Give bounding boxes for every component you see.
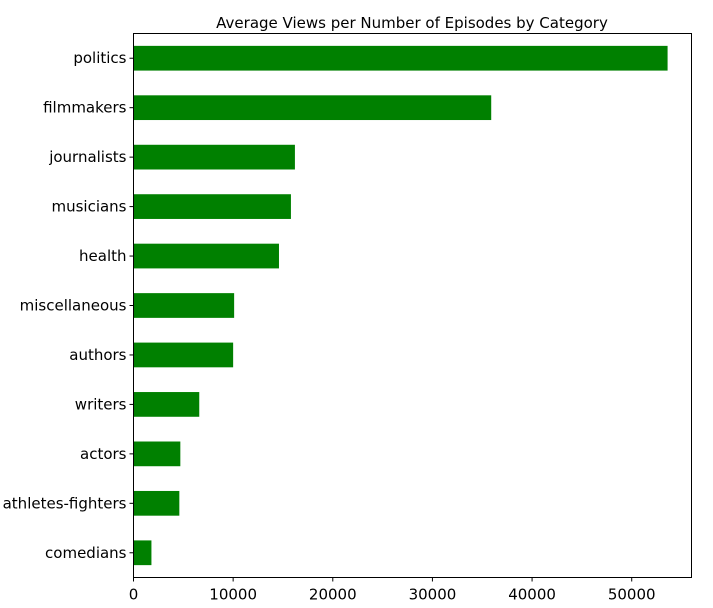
bar-actors <box>133 441 181 467</box>
y-axis: politics filmmakers journalists musicians he… <box>3 49 134 562</box>
bar-authors <box>133 342 234 368</box>
bar-athletes-fighters <box>133 490 180 516</box>
y-tick-label: politics <box>73 49 126 67</box>
y-tick-label: writers <box>75 395 127 413</box>
x-tick-label: 50000 <box>608 586 656 604</box>
y-tick-label: miscellaneous <box>20 297 127 315</box>
bar-writers <box>133 392 200 417</box>
bar-musicians <box>133 194 291 219</box>
x-tick-label: 20000 <box>309 586 357 604</box>
x-tick-label: 40000 <box>508 586 556 604</box>
x-tick-label: 10000 <box>209 586 257 604</box>
x-axis: 0 10000 20000 30000 40000 50000 <box>129 577 656 604</box>
chart-title: Average Views per Number of Episodes by … <box>216 14 608 32</box>
bar-comedians <box>133 540 152 566</box>
bars-layer <box>133 45 668 566</box>
plot-frame <box>133 33 692 578</box>
bar-filmmakers <box>133 95 492 121</box>
y-tick-label: actors <box>80 445 127 463</box>
y-tick-label: journalists <box>48 148 126 166</box>
x-tick-label: 0 <box>129 586 139 604</box>
bar-miscellaneous <box>133 293 235 318</box>
bar-politics <box>133 45 668 71</box>
y-tick-label: filmmakers <box>43 99 127 117</box>
y-tick-label: athletes-fighters <box>3 494 127 512</box>
y-tick-label: comedians <box>45 544 127 562</box>
y-tick-label: health <box>79 247 126 265</box>
bar-journalists <box>133 144 295 170</box>
y-tick-label: musicians <box>51 198 126 216</box>
bar-health <box>133 243 279 269</box>
y-tick-label: authors <box>69 346 126 364</box>
x-tick-label: 30000 <box>409 586 457 604</box>
